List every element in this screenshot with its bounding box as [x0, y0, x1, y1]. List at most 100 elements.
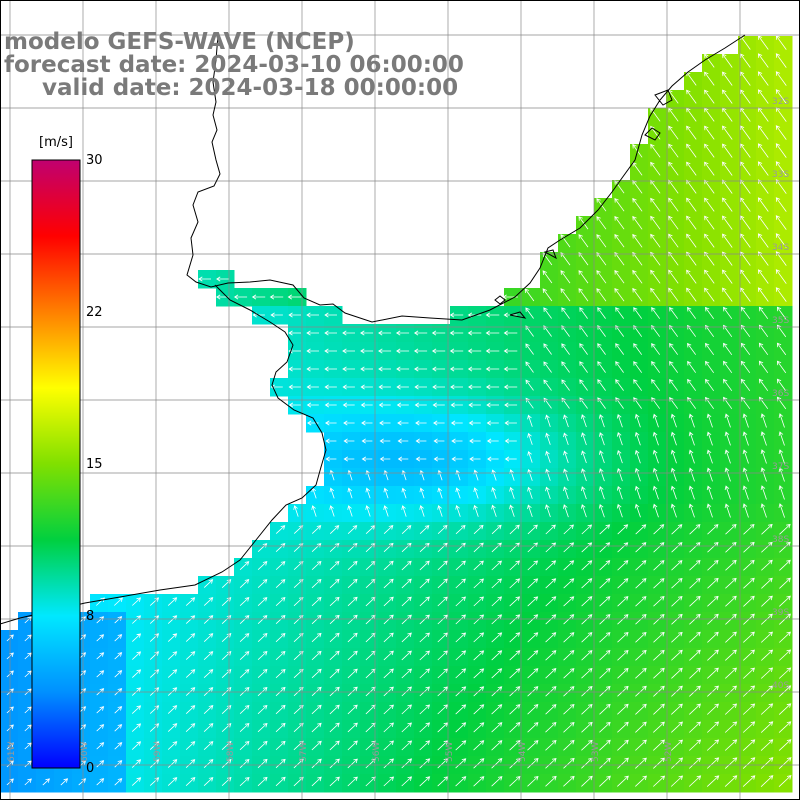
wind-arrow: [545, 614, 557, 625]
wind-arrow: [437, 614, 448, 625]
wind-arrow: [347, 596, 358, 607]
wind-arrow: [275, 650, 286, 661]
wind-arrow: [257, 615, 268, 624]
wind-arrow: [758, 342, 769, 356]
wind-arrow: [293, 758, 304, 769]
wind-arrow: [542, 270, 553, 284]
wind-arrow: [671, 524, 683, 535]
wind-arrow: [468, 420, 481, 426]
wind-arrow: [419, 525, 430, 534]
wind-arrow: [396, 348, 410, 354]
title-forecast-date: forecast date: 2024-03-10 06:00:00: [4, 52, 464, 78]
wind-arrow: [131, 723, 142, 732]
wind-arrow: [632, 287, 643, 302]
wind-arrow: [361, 420, 373, 426]
wind-arrow: [743, 631, 755, 643]
wind-arrow: [24, 724, 32, 732]
wind-arrow: [597, 379, 606, 391]
wind-arrow: [723, 306, 733, 320]
wind-arrow: [527, 432, 533, 445]
wind-arrow: [545, 578, 557, 589]
wind-arrow: [509, 775, 521, 787]
wind-arrow: [724, 485, 731, 500]
wind-arrow: [509, 650, 521, 661]
wind-arrow: [722, 287, 733, 302]
wind-arrow: [491, 524, 502, 535]
wind-arrow: [473, 686, 485, 697]
wind-arrow: [24, 760, 32, 768]
wind-arrow: [578, 234, 589, 248]
wind-arrow: [775, 53, 787, 68]
wind-arrow: [686, 233, 697, 248]
wind-arrow: [347, 668, 358, 679]
wind-arrow: [579, 361, 588, 373]
wind-arrow: [509, 632, 521, 643]
wind-arrow: [725, 595, 737, 607]
wind-arrow: [414, 366, 428, 372]
wind-arrow: [469, 438, 481, 444]
wind-arrow: [545, 775, 557, 787]
wind-arrow: [617, 542, 629, 553]
wind-arrow: [24, 652, 32, 660]
wind-arrow: [347, 525, 358, 534]
wind-arrow: [598, 414, 605, 428]
wind-arrow: [599, 739, 611, 751]
colorbar-gradient: [31, 159, 81, 769]
wind-arrow: [378, 402, 391, 408]
wind-arrow: [632, 269, 643, 284]
wind-arrow: [757, 197, 769, 212]
wind-arrow: [275, 525, 286, 534]
wind-arrow: [688, 757, 702, 769]
wind-arrow: [778, 503, 785, 518]
wind-arrow: [203, 741, 214, 750]
wind-arrow: [670, 485, 677, 500]
wind-arrow: [689, 739, 702, 751]
wind-arrow: [437, 578, 448, 589]
wind-arrow: [383, 614, 394, 625]
wind-arrow: [239, 579, 250, 588]
wind-arrow: [491, 668, 503, 679]
wind-arrow: [743, 649, 755, 661]
wind-arrow: [347, 686, 358, 697]
wind-arrow: [433, 420, 445, 426]
wind-arrow: [379, 438, 391, 444]
wind-arrow: [581, 542, 593, 553]
wind-arrow: [668, 143, 679, 158]
wind-arrow: [669, 360, 679, 373]
wind-arrow: [397, 438, 409, 444]
wind-arrow: [431, 348, 446, 354]
wind-arrow: [527, 614, 539, 625]
wind-arrow: [185, 669, 196, 678]
wind-arrow: [779, 631, 791, 643]
wind-arrow: [132, 651, 142, 660]
wind-arrow: [757, 89, 769, 104]
wind-arrow: [687, 306, 697, 319]
wind-arrow: [581, 614, 593, 625]
wind-arrow: [437, 596, 448, 607]
wind-arrow: [689, 703, 701, 715]
wind-arrow: [670, 503, 677, 518]
wind-arrow: [293, 722, 304, 733]
wind-arrow: [669, 306, 679, 319]
wind-arrow: [616, 485, 623, 500]
wind-arrow: [775, 233, 787, 248]
wind-arrow: [419, 722, 431, 733]
wind-arrow: [686, 197, 697, 212]
wind-arrow: [776, 360, 787, 374]
wind-arrow: [383, 632, 394, 643]
wind-arrow: [616, 449, 623, 464]
wind-arrow: [704, 161, 715, 176]
wind-arrow: [707, 667, 719, 679]
wind-arrow: [563, 468, 569, 482]
wind-arrow: [581, 560, 593, 571]
wind-arrow: [599, 649, 611, 661]
wind-arrow: [740, 89, 751, 104]
wind-arrow: [561, 343, 570, 355]
wind-arrow: [203, 615, 214, 624]
wind-arrow: [757, 233, 769, 248]
wind-arrow: [614, 269, 625, 284]
wind-arrow: [775, 269, 787, 284]
wind-arrow: [581, 578, 593, 589]
wind-arrow: [740, 125, 751, 140]
wind-arrow: [633, 343, 643, 355]
